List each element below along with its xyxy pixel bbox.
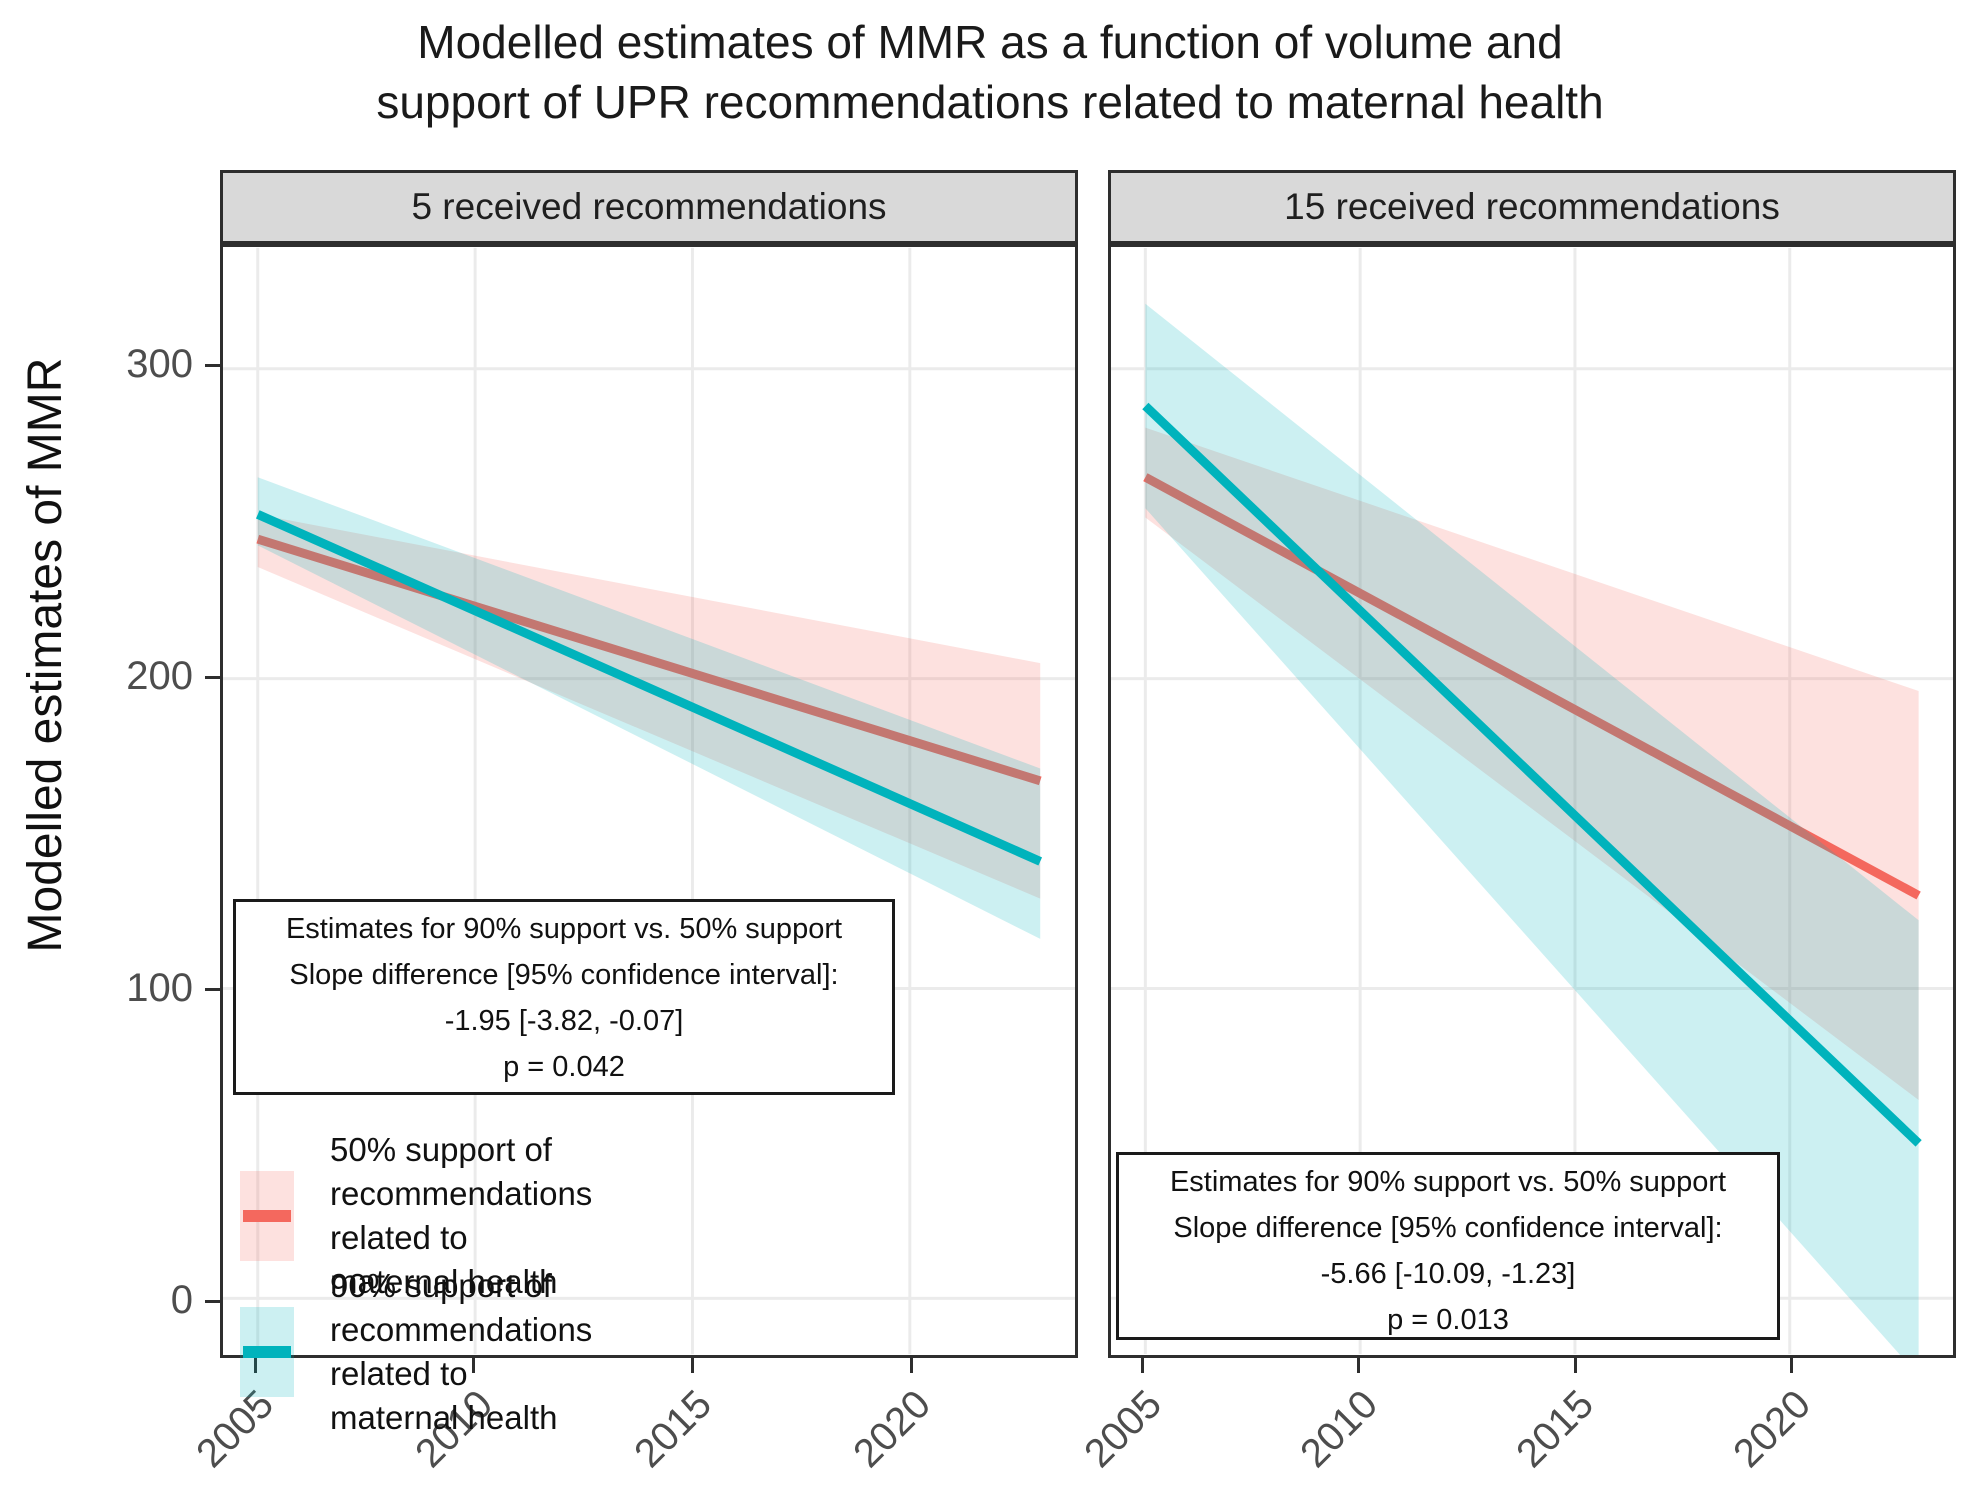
- y-tick-label: 0: [170, 1277, 193, 1322]
- y-tick-label: 200: [126, 653, 193, 698]
- trend-line: [1142, 402, 1922, 1147]
- x-tick-label: 2020: [844, 1382, 939, 1477]
- y-tick-mark: [205, 1300, 220, 1304]
- annotation-line: Slope difference [95% confidence interva…: [289, 959, 839, 991]
- annotation-box-left: Estimates for 90% support vs. 50% suppor…: [233, 899, 895, 1095]
- y-tick-label: 300: [126, 341, 193, 386]
- annotation-line: p = 0.042: [503, 1051, 625, 1083]
- x-tick-label: 2005: [1075, 1382, 1170, 1477]
- facet-strip-label: 5 received recommendations: [411, 186, 887, 227]
- legend-key-50-percent-swatch: [240, 1171, 294, 1261]
- plot-area-right: [1111, 247, 1953, 1355]
- legend-key-line: [243, 1346, 291, 1358]
- legend-label: 90% support of recommendations related t…: [330, 1267, 593, 1436]
- trend-line: [256, 534, 1042, 786]
- confidence-ribbon: [1145, 303, 1919, 1355]
- legend-entry-90-percent: 90% support of recommendations related t…: [240, 1264, 592, 1440]
- annotation-line: p = 0.013: [1387, 1304, 1509, 1336]
- x-tick-mark: [1573, 1358, 1577, 1373]
- x-tick-mark: [1790, 1358, 1794, 1373]
- x-tick-mark: [910, 1358, 914, 1373]
- annotation-box-right: Estimates for 90% support vs. 50% suppor…: [1116, 1152, 1780, 1340]
- x-tick-mark: [472, 1358, 476, 1373]
- facet-strip-label: 15 received recommendations: [1284, 186, 1780, 227]
- chart-title: Modelled estimates of MMR as a function …: [376, 16, 1604, 128]
- y-tick-mark: [205, 988, 220, 992]
- trend-line: [1143, 473, 1921, 900]
- annotation-line: Estimates for 90% support vs. 50% suppor…: [1169, 1166, 1727, 1198]
- legend-entry-50-percent: 50% support of recommendations related t…: [240, 1128, 592, 1304]
- facet-strip-15-received: 15 received recommendations: [1108, 170, 1956, 244]
- plot-panel-left: [220, 244, 1078, 1358]
- y-tick-label: 100: [126, 965, 193, 1010]
- x-tick-mark: [253, 1358, 257, 1373]
- y-tick-mark: [205, 364, 220, 368]
- legend-label: 50% support of recommendations related t…: [330, 1131, 593, 1300]
- annotation-line: -5.66 [-10.09, -1.23]: [1320, 1258, 1576, 1290]
- x-tick-mark: [1141, 1358, 1145, 1373]
- x-tick-mark: [1357, 1358, 1361, 1373]
- y-tick-mark: [205, 676, 220, 680]
- y-axis-title: Modelled estimates of MMR: [19, 357, 72, 953]
- x-tick-label: 2020: [1724, 1382, 1819, 1477]
- annotation-line: Estimates for 90% support vs. 50% suppor…: [285, 913, 843, 945]
- x-tick-mark: [691, 1358, 695, 1373]
- legend-key-line: [243, 1210, 291, 1222]
- facet-strip-5-received: 5 received recommendations: [220, 170, 1078, 244]
- annotation-line: -1.95 [-3.82, -0.07]: [444, 1005, 684, 1037]
- annotation-line: Slope difference [95% confidence interva…: [1173, 1212, 1723, 1244]
- trend-line: [255, 510, 1043, 866]
- legend-key-90-percent-swatch: [240, 1307, 294, 1397]
- x-tick-label: 2010: [1292, 1382, 1387, 1477]
- confidence-ribbon: [257, 514, 1041, 899]
- x-tick-label: 2015: [625, 1382, 720, 1477]
- confidence-ribbon: [257, 477, 1041, 939]
- plot-area-left: [223, 247, 1075, 1355]
- x-tick-label: 2015: [1508, 1382, 1603, 1477]
